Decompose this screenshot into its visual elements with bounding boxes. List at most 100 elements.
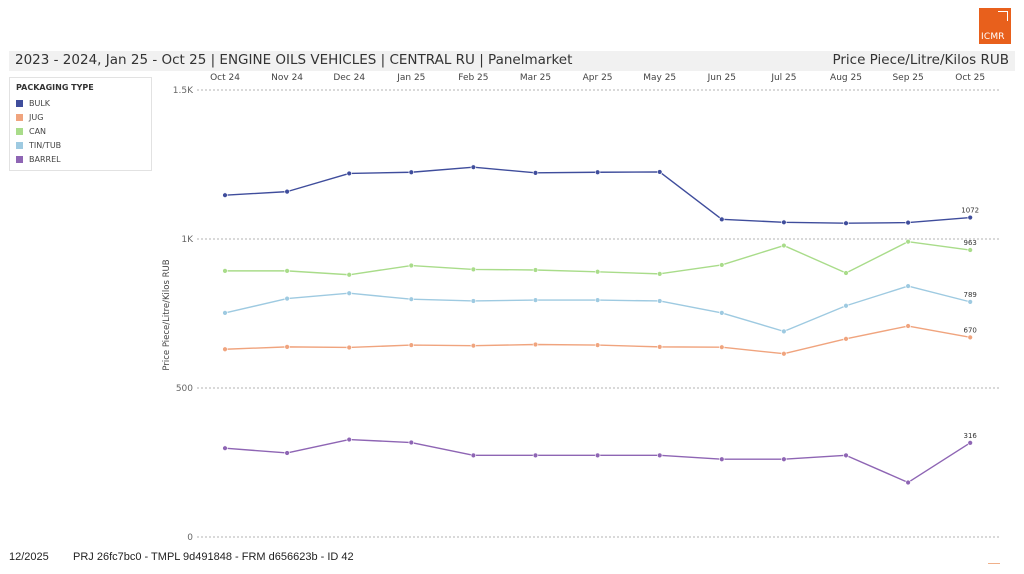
data-point <box>532 170 539 176</box>
data-point <box>967 299 973 305</box>
x-tick-label: May 25 <box>643 73 676 83</box>
data-point <box>284 295 290 302</box>
data-point <box>222 192 228 198</box>
data-point <box>346 290 352 296</box>
data-point <box>656 344 663 350</box>
data-point <box>222 310 228 316</box>
corner-mark <box>988 563 1000 564</box>
legend-swatch <box>16 99 23 107</box>
data-point <box>470 342 477 349</box>
footer-date: 12/2025 <box>9 551 49 563</box>
legend-title: PACKAGING TYPE <box>16 83 94 92</box>
data-label: 670 <box>964 326 977 334</box>
data-point <box>594 452 601 459</box>
legend-swatch <box>16 113 23 121</box>
data-point <box>905 479 911 486</box>
data-point <box>594 342 601 348</box>
data-point <box>346 272 352 278</box>
legend-label: CAN <box>29 126 47 136</box>
legend-label: TIN/TUB <box>29 141 62 151</box>
data-point <box>408 342 414 348</box>
data-point <box>284 344 290 350</box>
data-point <box>843 220 849 226</box>
data-point <box>781 242 787 249</box>
data-point <box>905 238 911 245</box>
legend-swatch <box>16 156 23 164</box>
data-point <box>905 283 911 289</box>
x-tick-label: Jan 25 <box>396 73 425 83</box>
x-tick-label: Oct 25 <box>955 73 985 83</box>
chart-header: 2023 - 2024, Jan 25 - Oct 25 | ENGINE OI… <box>9 51 1015 71</box>
data-point <box>843 336 849 342</box>
chart-unit: Price Piece/Litre/Kilos RUB <box>832 52 1009 68</box>
y-tick-label: 1.5K <box>173 86 194 96</box>
data-point <box>284 450 290 456</box>
data-point <box>346 170 352 177</box>
data-point <box>967 334 973 341</box>
x-tick-label: Feb 25 <box>458 73 488 83</box>
data-point <box>781 351 787 357</box>
data-point <box>594 169 601 175</box>
legend-item[interactable]: CAN <box>16 125 46 137</box>
x-tick-label: Jun 25 <box>707 73 736 83</box>
y-tick-label: 500 <box>176 384 193 394</box>
legend-label: JUG <box>29 112 44 122</box>
data-label: 789 <box>964 291 977 299</box>
x-tick-label: Dec 24 <box>333 73 365 83</box>
legend-swatch <box>16 142 23 150</box>
data-point <box>408 439 414 446</box>
logo-corner-mark <box>998 11 1008 21</box>
series-line <box>224 325 971 355</box>
legend-label: BULK <box>29 98 51 108</box>
logo-text: ICMR <box>981 32 1005 42</box>
data-point <box>905 219 911 226</box>
data-point <box>843 452 849 459</box>
data-point <box>781 328 787 335</box>
data-point <box>781 456 787 462</box>
y-axis-label: Price Piece/Litre/Kilos RUB <box>162 259 172 370</box>
data-point <box>967 440 973 446</box>
data-point <box>967 214 973 221</box>
data-point <box>594 297 601 303</box>
data-point <box>843 303 849 309</box>
legend-item[interactable]: BARREL <box>16 154 61 166</box>
data-point <box>470 266 477 273</box>
legend-item[interactable]: BULK <box>16 97 50 109</box>
data-point <box>532 341 539 348</box>
data-point <box>719 310 725 316</box>
data-point <box>532 267 539 273</box>
data-label: 963 <box>964 239 977 247</box>
data-point <box>719 262 725 268</box>
data-point <box>346 344 352 351</box>
data-point <box>656 298 663 304</box>
legend: PACKAGING TYPE BULK JUG CAN TIN/TUB BARREL <box>9 77 152 171</box>
data-point <box>470 452 477 459</box>
series-line <box>224 438 971 484</box>
data-point <box>284 188 290 195</box>
legend-item[interactable]: TIN/TUB <box>16 140 61 152</box>
data-point <box>470 298 477 304</box>
data-point <box>594 269 601 275</box>
x-tick-label: Oct 24 <box>210 73 240 83</box>
x-tick-label: Mar 25 <box>520 73 551 83</box>
series-line <box>224 285 971 333</box>
data-point <box>222 346 228 352</box>
legend-item[interactable]: JUG <box>16 111 43 123</box>
data-point <box>346 436 352 443</box>
data-point <box>781 219 787 226</box>
data-label: 1072 <box>961 207 979 215</box>
x-tick-label: Jul 25 <box>770 73 796 83</box>
data-point <box>656 271 663 277</box>
legend-swatch <box>16 127 23 135</box>
data-point <box>470 164 477 170</box>
data-point <box>719 344 725 350</box>
icmr-logo: ICMR <box>979 8 1011 44</box>
data-point <box>222 268 228 274</box>
y-tick-label: 0 <box>187 533 193 543</box>
data-point <box>967 247 973 253</box>
x-tick-label: Nov 24 <box>271 73 303 83</box>
y-tick-label: 1K <box>181 235 194 245</box>
data-point <box>408 262 414 269</box>
x-tick-label: Aug 25 <box>830 73 862 83</box>
